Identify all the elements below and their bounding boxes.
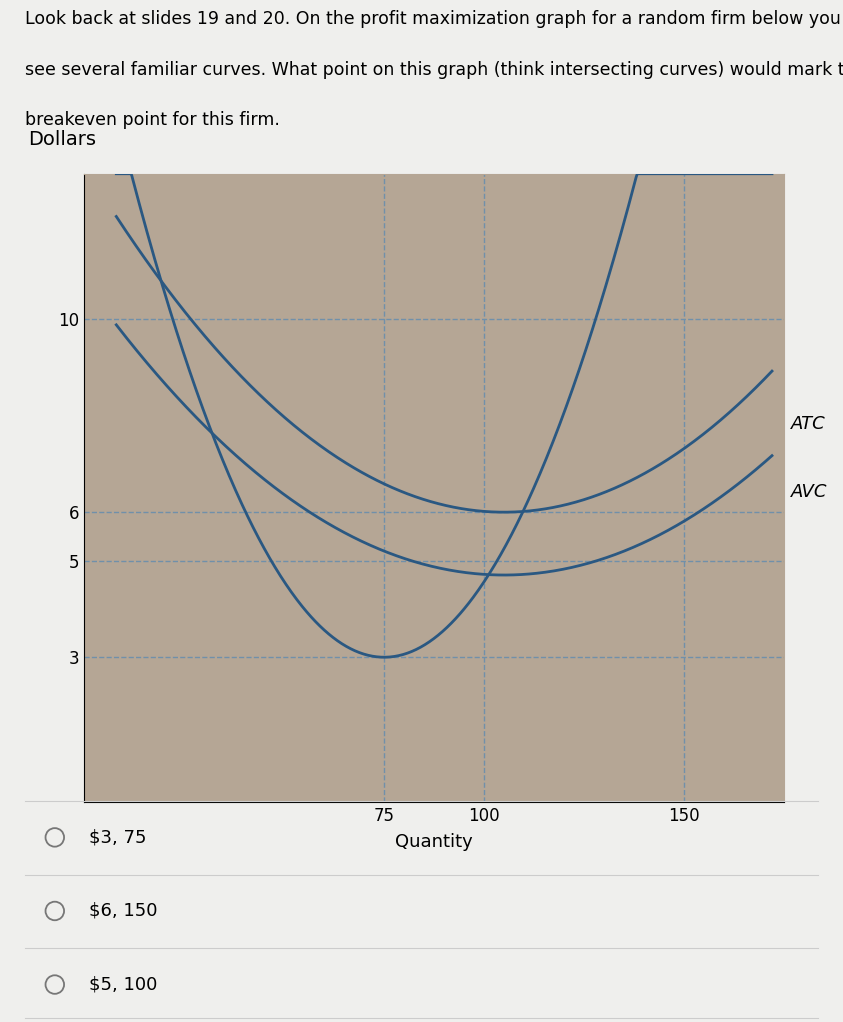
Text: $6, 150: $6, 150 xyxy=(89,902,157,920)
X-axis label: Quantity: Quantity xyxy=(395,834,473,851)
Text: Dollars: Dollars xyxy=(29,130,96,148)
Text: see several familiar curves. What point on this graph (think intersecting curves: see several familiar curves. What point … xyxy=(25,60,843,79)
Text: ATC: ATC xyxy=(791,415,826,433)
Text: AVC: AVC xyxy=(791,482,828,501)
Text: $5, 100: $5, 100 xyxy=(89,976,157,993)
Text: Look back at slides 19 and 20. On the profit maximization graph for a random fir: Look back at slides 19 and 20. On the pr… xyxy=(25,10,841,29)
Text: breakeven point for this firm.: breakeven point for this firm. xyxy=(25,111,280,129)
Text: $3, 75: $3, 75 xyxy=(89,829,146,846)
